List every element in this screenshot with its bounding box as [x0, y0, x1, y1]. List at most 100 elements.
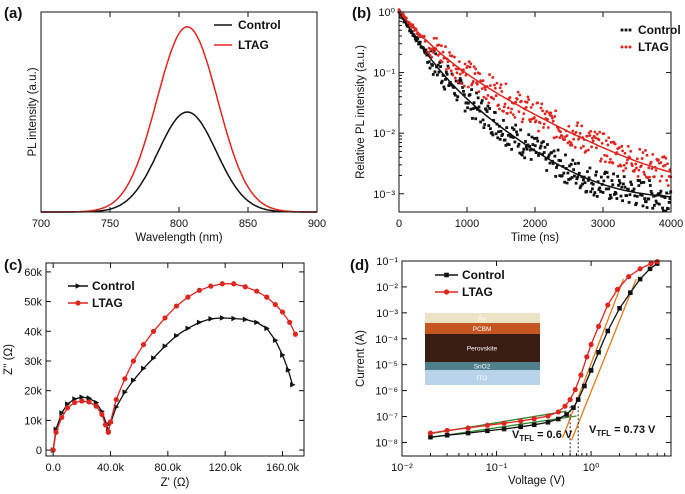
- panel-b-series-control-point: [522, 148, 525, 151]
- panel-c-series-control-point: [231, 316, 236, 322]
- panel-d-series-control-point: [628, 290, 633, 295]
- panel-b-xtick-label: 4000: [659, 218, 683, 230]
- panel-b-series-control-point: [559, 159, 562, 162]
- panel-b-series-control-point: [606, 171, 609, 174]
- panel-b-series-ltag-point: [611, 162, 614, 165]
- panel-b-series-ltag-point: [539, 121, 542, 124]
- panel-d-vtfl-annotation: VTFL = 0.6 V: [512, 429, 573, 443]
- panel-b-series-control-point: [647, 198, 650, 201]
- panel-b-series-ltag-point: [520, 100, 523, 103]
- panel-b-series-ltag-point: [647, 166, 650, 169]
- panel-b-series-control-point: [553, 150, 556, 153]
- panel-c-ytick-label: 60k: [24, 267, 42, 279]
- panel-b-series-ltag-point: [604, 160, 607, 163]
- panel-b-xtick-label: 2000: [523, 218, 547, 230]
- panel-b-series-control-point: [428, 60, 431, 63]
- panel-c-series-ltag-point: [79, 398, 84, 403]
- panel-b-series-ltag-point: [460, 82, 463, 85]
- panel-c-label: (c): [4, 257, 22, 274]
- panel-b-ytick-label: 10⁻²: [373, 128, 395, 140]
- panel-b-series-ltag-point: [451, 55, 454, 58]
- panel-b-series-control-point: [655, 202, 658, 205]
- panel-b-series-control-point: [545, 169, 548, 172]
- panel-d-vtfl-annotation: VTFL = 0.73 V: [589, 424, 656, 438]
- panel-b-legend-marker: [625, 46, 628, 49]
- panel-d-series-control-point: [596, 350, 601, 355]
- panel-c-series-ltag-point: [243, 284, 248, 289]
- panel-a-xlabel: Wavelength (nm): [135, 232, 222, 244]
- panel-b-series-ltag-point: [602, 132, 605, 135]
- panel-b-series-ltag-point: [487, 101, 490, 104]
- panel-b-series-control-point: [519, 129, 522, 132]
- panel-b-series-control-point: [522, 151, 525, 154]
- panel-a-label: (a): [4, 5, 22, 22]
- panel-b-series-ltag-point: [640, 164, 643, 167]
- panel-d-ytick-label: 10⁻⁵: [375, 360, 398, 372]
- panel-a-legend-label: LTAG: [238, 38, 269, 52]
- panel-b-series-ltag-point: [495, 94, 498, 97]
- panel-b-legend-marker: [629, 46, 632, 49]
- panel-b-series-ltag-point: [621, 149, 624, 152]
- panel-b-series-ltag-point: [651, 153, 654, 156]
- panel-b-ytick-label: 10⁻³: [373, 189, 395, 201]
- panel-b-series-control-point: [646, 206, 649, 209]
- panel-b-series-ltag-point: [664, 157, 667, 160]
- panel-b-series-control-point: [456, 95, 459, 98]
- panel-b-series-control-point: [456, 98, 459, 101]
- panel-b-series-ltag-point: [472, 80, 475, 83]
- panel-c-series-ltag-point: [114, 397, 119, 402]
- panel-b-series-ltag-point: [473, 72, 476, 75]
- panel-b-series-control-point: [531, 136, 534, 139]
- panel-b-series-control-point: [607, 187, 610, 190]
- panel-d-series-ltag-point: [545, 413, 550, 418]
- panel-b-series-control-point: [589, 167, 592, 170]
- panel-d-series-control-point: [582, 384, 587, 389]
- panel-b-series-ltag-point: [464, 63, 467, 66]
- panel-b-series-ltag-point: [518, 110, 521, 113]
- panel-d-ytick-label: 10⁻⁴: [375, 334, 398, 346]
- panel-d-tfl-fit-control: [572, 279, 637, 440]
- panel-b-series-ltag-point: [653, 175, 656, 178]
- panel-b-series-ltag-point: [584, 150, 587, 153]
- panel-b-series-control-point: [439, 65, 442, 68]
- panel-b-series-ltag-point: [456, 80, 459, 83]
- panel-d-series-ltag-point: [615, 287, 620, 292]
- panel-b-series-control-point: [467, 102, 470, 105]
- panel-c-series-ltag-point: [254, 289, 259, 294]
- panel-d-series-ltag-point: [532, 416, 537, 421]
- panel-b-series-ltag-point: [499, 86, 502, 89]
- panel-b-series-control-point: [648, 179, 651, 182]
- panel-b-series-ltag-point: [642, 151, 645, 154]
- panel-b-series-ltag-point: [518, 94, 521, 97]
- panel-b-series-ltag-point: [605, 139, 608, 142]
- panel-b-series-ltag-point: [541, 109, 544, 112]
- panel-b-series-control-point: [573, 175, 576, 178]
- panel-d-series-ltag-point: [596, 324, 601, 329]
- panel-b-series-ltag-point: [488, 73, 491, 76]
- panel-b-legend-label: Control: [638, 23, 681, 37]
- panel-b-series-control-point: [526, 148, 529, 151]
- panel-b-series-control-point: [629, 181, 632, 184]
- panel-d-xtick-label: 10⁻¹: [486, 462, 508, 474]
- panel-b-series-ltag-point: [440, 44, 443, 47]
- panel-b-series-ltag-point: [577, 138, 580, 141]
- panel-b-series-ltag-point: [463, 85, 466, 88]
- panel-c-xtick-label: 0.0: [46, 462, 61, 474]
- panel-b-series-ltag-point: [525, 106, 528, 109]
- panel-d-series-control-point: [485, 429, 490, 434]
- device-layer-label: ITO: [477, 375, 488, 382]
- panel-b-series-ltag-point: [441, 61, 444, 64]
- panel-b-series-control-point: [610, 196, 613, 199]
- panel-b-series-ltag-point: [527, 96, 530, 99]
- panel-b-series-ltag-fit: [399, 12, 671, 172]
- panel-b-series-control-point: [625, 194, 628, 197]
- panel-b-series-ltag-point: [574, 146, 577, 149]
- panel-c-series-ltag-point: [220, 281, 225, 286]
- panel-b-series-control-point: [584, 181, 587, 184]
- panel-b-series-ltag-point: [448, 51, 451, 54]
- panel-b-legend-marker: [621, 46, 624, 49]
- panel-b-xlabel: Time (ns): [511, 232, 559, 244]
- panel-b-series-ltag-point: [637, 175, 640, 178]
- panel-d-series-ltag-point: [578, 372, 583, 377]
- panel-b-series-control-point: [562, 172, 565, 175]
